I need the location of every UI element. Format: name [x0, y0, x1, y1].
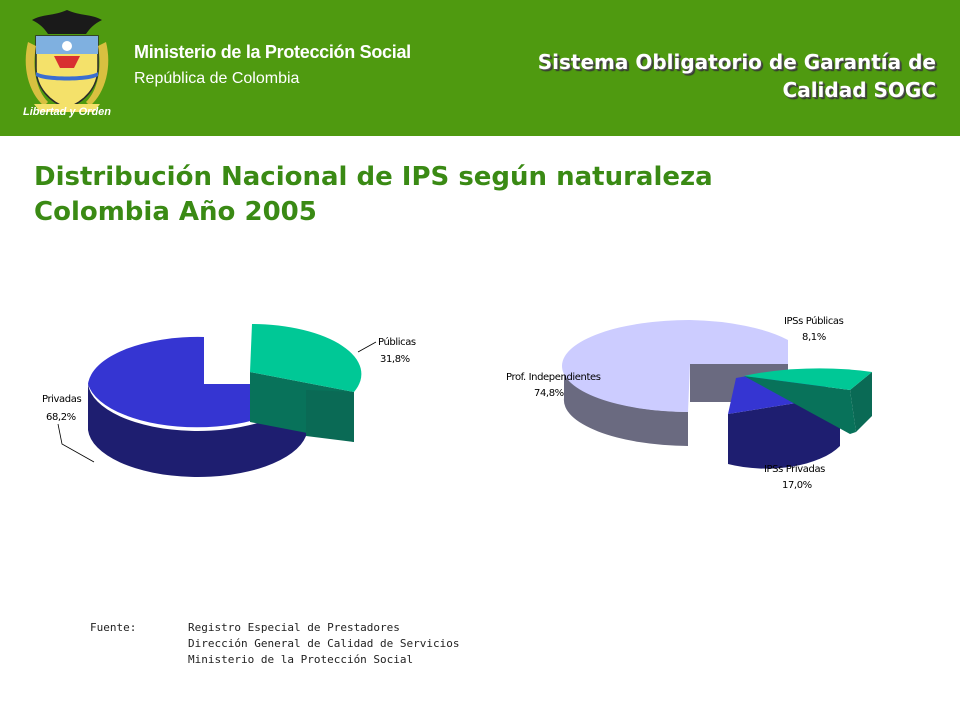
source-label: Fuente:	[90, 621, 137, 634]
source-line: Ministerio de la Protección Social	[188, 653, 414, 666]
coat-of-arms-icon	[25, 10, 109, 112]
slice-ips-publicas-top	[744, 368, 872, 390]
system-title: Sistema Obligatorio de Garantía de Calid…	[537, 50, 936, 102]
slice-publicas-top	[250, 324, 362, 392]
page-title: Distribución Nacional de IPS según natur…	[34, 160, 934, 230]
slice-independientes-top	[561, 319, 788, 412]
label-independientes: Prof. Independientes	[506, 372, 601, 383]
source-line: Registro Especial de Prestadores	[188, 621, 400, 634]
country-name: República de Colombia	[134, 70, 300, 87]
label-ips-publicas: IPSs Públicas	[784, 315, 844, 327]
value-privadas: 68,2%	[46, 412, 76, 423]
ministry-name: Ministerio de la Protección Social	[134, 42, 411, 62]
source-line: Dirección General de Calidad de Servicio…	[188, 637, 460, 650]
slice-independientes-side	[563, 366, 688, 446]
value-publicas: 31,8%	[380, 354, 410, 365]
slice-publicas-side-2	[306, 390, 354, 442]
right-pie-chart: Prof. Independientes 74,8% IPSs Públicas…	[506, 315, 872, 491]
slice-privadas-side	[88, 384, 306, 477]
page-title-line-2: Colombia Año 2005	[34, 197, 317, 227]
slice-ips-publicas-side-2	[850, 372, 872, 432]
header-banner: Libertad y Orden Ministerio de la Protec…	[0, 0, 960, 136]
left-pie-chart: Públicas 31,8% Privadas 68,2%	[42, 324, 416, 477]
slice-ips-publicas-side	[744, 376, 856, 434]
value-ips-publicas: 8,1%	[802, 332, 826, 343]
logo-motto: Libertad y Orden	[22, 106, 112, 118]
label-publicas: Públicas	[378, 336, 416, 348]
label-ips-privadas: IPSs Privadas	[764, 464, 825, 475]
label-privadas: Privadas	[42, 394, 81, 405]
value-independientes: 74,8%	[534, 388, 564, 399]
page-title-line-1: Distribución Nacional de IPS según natur…	[34, 162, 713, 192]
value-ips-privadas: 17,0%	[782, 480, 812, 491]
slice-ips-privadas-side	[728, 396, 840, 469]
pie-charts: Públicas 31,8% Privadas 68,2% Prof. Inde…	[42, 315, 872, 491]
